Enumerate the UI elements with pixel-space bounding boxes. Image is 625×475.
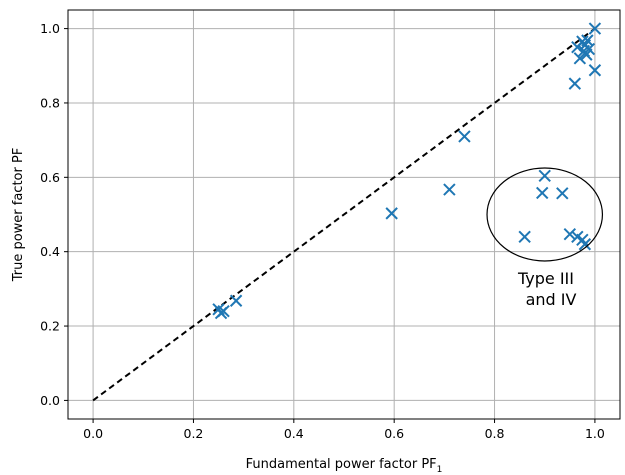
x-axis-label-main: Fundamental power factor PF [246, 457, 437, 472]
data-point [578, 238, 592, 251]
x-tick-label: 0.8 [485, 426, 505, 441]
y-tick-label: 1.0 [40, 21, 60, 36]
annotation-ellipse [486, 167, 604, 262]
annotation-group: Type III and IV [486, 167, 604, 309]
annotation-line-2: and IV [526, 290, 577, 309]
x-axis-ticks: 0.0 0.2 0.4 0.6 0.8 1.0 [83, 419, 605, 441]
data-point [563, 227, 577, 241]
x-axis-label: Fundamental power factor PF1 [246, 457, 443, 475]
y-axis-label: True power factor PF [11, 148, 26, 283]
data-point [588, 64, 602, 77]
y-tick-label: 0.0 [40, 393, 60, 408]
data-point [217, 304, 230, 318]
data-point [385, 207, 398, 220]
y-tick-label: 0.4 [40, 244, 60, 259]
x-tick-label: 1.0 [585, 426, 605, 441]
data-point [536, 186, 549, 200]
y-tick-label: 0.8 [40, 95, 60, 110]
data-points [212, 22, 602, 320]
data-point [229, 294, 243, 307]
annotation-line-1: Type III [517, 269, 574, 288]
grid [68, 10, 620, 419]
x-axis-label-subscript: 1 [437, 465, 443, 475]
y-tick-label: 0.2 [40, 319, 60, 334]
x-tick-label: 0.6 [384, 426, 404, 441]
y-axis-ticks: 0.0 0.2 0.4 0.6 0.8 1.0 [40, 21, 68, 408]
data-point [518, 230, 531, 244]
data-point [588, 22, 602, 35]
reference-line-group [92, 27, 596, 402]
data-point [568, 77, 582, 90]
y-tick-label: 0.6 [40, 170, 60, 185]
reference-line [92, 27, 596, 402]
x-tick-label: 0.0 [83, 426, 103, 441]
x-tick-label: 0.2 [184, 426, 204, 441]
plot-frame [67, 9, 621, 420]
data-point [556, 187, 569, 200]
data-point [582, 42, 596, 56]
data-point [458, 130, 471, 143]
data-point [538, 169, 551, 183]
x-tick-label: 0.4 [284, 426, 304, 441]
data-point [443, 183, 456, 196]
